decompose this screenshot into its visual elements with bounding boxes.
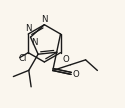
Text: O: O (62, 55, 69, 64)
Text: O: O (73, 70, 79, 79)
Text: N: N (25, 24, 32, 33)
Text: N: N (32, 38, 38, 47)
Text: Cl: Cl (18, 54, 26, 63)
Text: N: N (41, 15, 48, 24)
